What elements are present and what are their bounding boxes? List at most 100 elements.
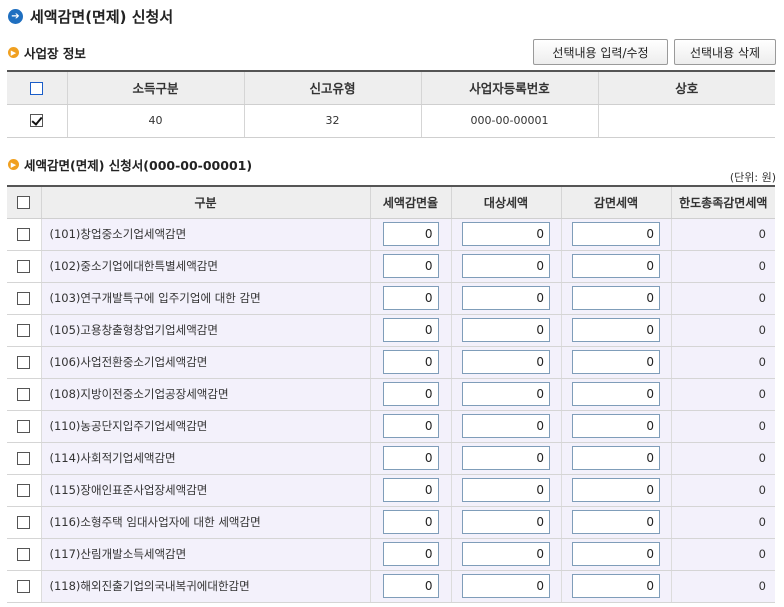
table-row[interactable]: 40 32 000-00-00001 [7, 104, 775, 138]
business-table: 소득구분 신고유형 사업자등록번호 상호 40 32 000-00-00001 [7, 70, 775, 138]
table-row[interactable]: (106)사업전환중소기업세액감면 0 [7, 346, 775, 379]
reduction-cell [560, 474, 671, 507]
target-tax-input[interactable] [462, 510, 550, 534]
target-tax-input[interactable] [462, 446, 550, 470]
table-row[interactable]: (105)고용창출형창업기업세액감면 0 [7, 314, 775, 347]
rate-input[interactable] [382, 222, 439, 246]
rate-input[interactable] [382, 446, 439, 470]
row-checkbox[interactable] [17, 580, 31, 593]
rate-input[interactable] [382, 350, 439, 374]
row-select-cell [7, 250, 41, 283]
rate-input[interactable] [382, 286, 439, 310]
arrow-right-circle-icon: ➔ [8, 9, 23, 24]
column-header: 소득구분 [66, 70, 244, 105]
rate-input[interactable] [382, 574, 439, 598]
target-tax-input[interactable] [462, 382, 550, 406]
reduction-tax-input[interactable] [572, 574, 660, 598]
delete-selected-button[interactable]: 선택내용 삭제 [674, 39, 776, 65]
rate-input[interactable] [382, 414, 439, 438]
limit-reduction-value: 0 [670, 250, 775, 283]
income-type-cell: 40 [66, 104, 244, 138]
reduction-tax-input[interactable] [572, 254, 660, 278]
rate-input[interactable] [382, 382, 439, 406]
table-row[interactable]: (117)산림개발소득세액감면 0 [7, 538, 775, 571]
reduction-tax-input[interactable] [572, 446, 660, 470]
reduction-tax-input[interactable] [572, 318, 660, 342]
select-all-checkbox[interactable] [30, 82, 44, 96]
row-checkbox[interactable] [17, 452, 31, 465]
target-tax-input[interactable] [462, 478, 550, 502]
select-all-checkbox[interactable] [17, 196, 31, 210]
rate-input[interactable] [382, 478, 439, 502]
target-tax-input[interactable] [462, 414, 550, 438]
select-all-cell [7, 185, 41, 219]
business-section-title: ▶ 사업장 정보 [8, 43, 86, 62]
table-row[interactable]: (116)소형주택 임대사업자에 대한 세액감면 0 [7, 506, 775, 539]
row-checkbox[interactable] [17, 228, 31, 241]
target-tax-input[interactable] [462, 318, 550, 342]
rate-input[interactable] [382, 254, 439, 278]
row-select-cell [7, 474, 41, 507]
reduction-tax-input[interactable] [572, 478, 660, 502]
reduction-section-title: ▶ 세액감면(면제) 신청서(000-00-00001) [8, 155, 252, 174]
limit-reduction-value: 0 [670, 442, 775, 475]
target-cell [450, 250, 561, 283]
row-checkbox[interactable] [17, 420, 31, 433]
column-header: 세액감면율 [369, 185, 451, 219]
reduction-tax-input[interactable] [572, 222, 660, 246]
edit-selected-button[interactable]: 선택내용 입력/수정 [533, 39, 668, 65]
reduction-tax-input[interactable] [572, 350, 660, 374]
row-checkbox[interactable] [17, 324, 31, 337]
row-checkbox[interactable] [17, 260, 31, 273]
target-cell [450, 506, 561, 539]
row-checkbox[interactable] [17, 484, 31, 497]
limit-reduction-value: 0 [670, 538, 775, 571]
row-checkbox[interactable] [17, 516, 31, 529]
table-row[interactable]: (102)중소기업에대한특별세액감면 0 [7, 250, 775, 283]
rate-input[interactable] [382, 510, 439, 534]
row-select-cell [7, 346, 41, 379]
page-title-text: 세액감면(면제) 신청서 [30, 8, 174, 26]
row-checkbox[interactable] [17, 548, 31, 561]
row-select-cell [7, 442, 41, 475]
target-tax-input[interactable] [462, 350, 550, 374]
rate-cell [369, 282, 451, 315]
reduction-type-label: (106)사업전환중소기업세액감면 [40, 346, 370, 379]
reduction-type-label: (102)중소기업에대한특별세액감면 [40, 250, 370, 283]
business-name-cell [597, 104, 775, 138]
table-row[interactable]: (108)지방이전중소기업공장세액감면 0 [7, 378, 775, 411]
row-select-cell [7, 104, 67, 138]
limit-reduction-value: 0 [670, 410, 775, 443]
reduction-tax-input[interactable] [572, 382, 660, 406]
reduction-tax-input[interactable] [572, 286, 660, 310]
reduction-tax-input[interactable] [572, 542, 660, 566]
target-tax-input[interactable] [462, 286, 550, 310]
table-row[interactable]: (118)해외진출기업의국내복귀에대한감면 0 [7, 570, 775, 603]
row-checkbox[interactable] [17, 356, 31, 369]
limit-reduction-value: 0 [670, 506, 775, 539]
table-row[interactable]: (103)연구개발특구에 입주기업에 대한 감면 0 [7, 282, 775, 315]
reduction-type-label: (115)장애인표준사업장세액감면 [40, 474, 370, 507]
select-all-cell [7, 70, 67, 105]
reduction-type-label: (103)연구개발특구에 입주기업에 대한 감면 [40, 282, 370, 315]
target-cell [450, 314, 561, 347]
row-checkbox[interactable] [17, 292, 31, 305]
target-tax-input[interactable] [462, 542, 550, 566]
table-row[interactable]: (101)창업중소기업세액감면 0 [7, 218, 775, 251]
row-checkbox[interactable] [30, 114, 44, 128]
reduction-type-label: (108)지방이전중소기업공장세액감면 [40, 378, 370, 411]
target-tax-input[interactable] [462, 222, 550, 246]
reduction-tax-input[interactable] [572, 414, 660, 438]
target-tax-input[interactable] [462, 254, 550, 278]
row-checkbox[interactable] [17, 388, 31, 401]
rate-input[interactable] [382, 542, 439, 566]
rate-cell [369, 506, 451, 539]
reduction-tax-input[interactable] [572, 510, 660, 534]
business-section-title-text: 사업장 정보 [24, 46, 86, 61]
target-tax-input[interactable] [462, 574, 550, 598]
rate-input[interactable] [382, 318, 439, 342]
table-row[interactable]: (115)장애인표준사업장세액감면 0 [7, 474, 775, 507]
table-row[interactable]: (114)사회적기업세액감면 0 [7, 442, 775, 475]
table-row[interactable]: (110)농공단지입주기업세액감면 0 [7, 410, 775, 443]
rate-cell [369, 218, 451, 251]
